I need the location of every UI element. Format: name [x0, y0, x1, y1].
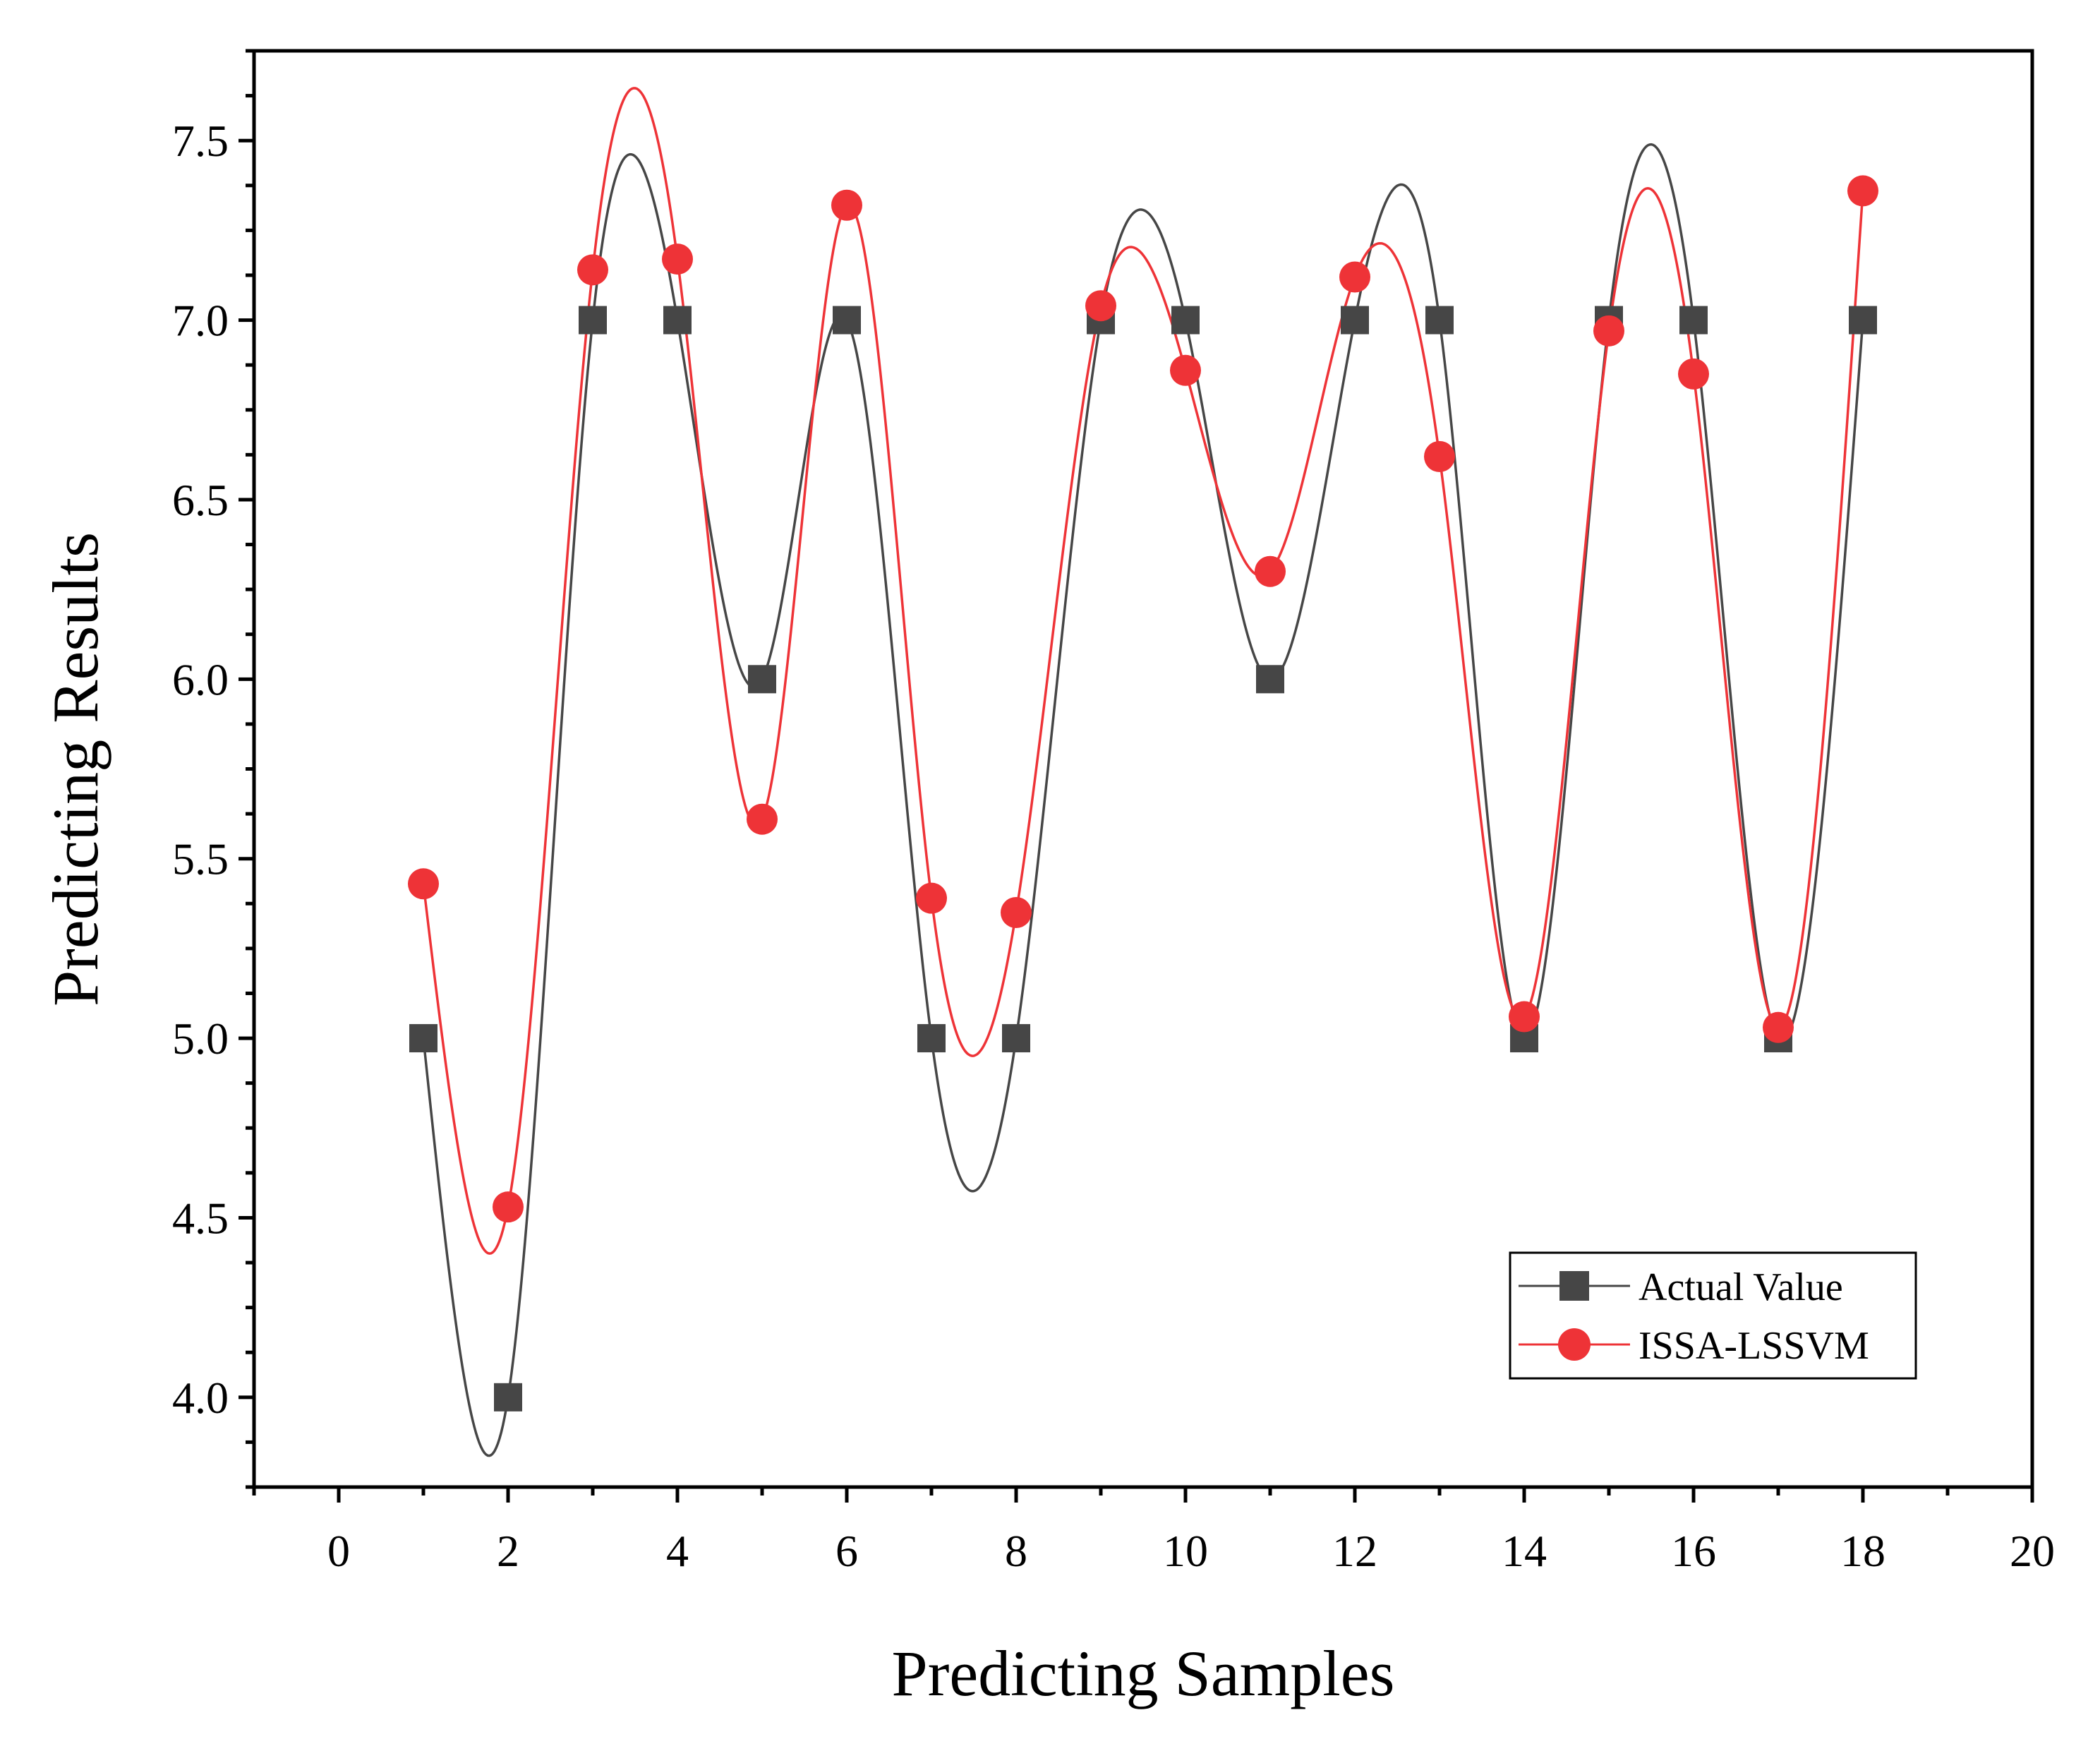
actual-value-point — [1256, 665, 1284, 694]
actual-value-point — [1425, 306, 1454, 335]
issa-lssvm-point — [1424, 440, 1455, 472]
x-axis-title: Predicting Samples — [892, 1637, 1395, 1709]
actual-value-point — [748, 665, 776, 694]
actual-value-point — [1341, 306, 1369, 335]
x-tick-label: 14 — [1502, 1526, 1547, 1576]
actual-value-point — [663, 306, 692, 335]
legend-issa-marker — [1558, 1328, 1591, 1361]
actual-value-point — [1171, 306, 1200, 335]
x-tick-label: 8 — [1005, 1526, 1027, 1576]
legend-actual-label: Actual Value — [1639, 1265, 1843, 1309]
y-tick-label: 6.0 — [172, 654, 229, 704]
actual-value-point — [1849, 306, 1877, 335]
x-tick-label: 10 — [1163, 1526, 1208, 1576]
issa-lssvm-point — [1593, 315, 1624, 347]
x-tick-label: 6 — [835, 1526, 858, 1576]
legend-actual-marker — [1559, 1271, 1589, 1301]
issa-lssvm-point — [1001, 897, 1032, 928]
actual-value-point — [579, 306, 607, 335]
x-tick-label: 2 — [497, 1526, 519, 1576]
x-tick-label: 12 — [1332, 1526, 1377, 1576]
series-line-issa-lssvm — [422, 87, 1864, 1255]
actual-value-point — [917, 1024, 946, 1053]
issa-lssvm-point — [577, 254, 608, 286]
issa-lssvm-point — [1509, 1001, 1540, 1033]
series-markers — [408, 175, 1878, 1412]
issa-lssvm-point — [493, 1191, 524, 1223]
actual-value-point — [833, 306, 861, 335]
issa-lssvm-point — [408, 868, 439, 900]
x-axis-ticks: 0 2 4 6 8 10 12 14 16 18 20 — [252, 1487, 2055, 1576]
y-tick-label: 4.5 — [172, 1193, 229, 1243]
legend: Actual Value ISSA-LSSVM — [1509, 1251, 1917, 1380]
y-tick-label: 7.0 — [172, 296, 229, 346]
series-lines — [422, 87, 1864, 1457]
y-axis-ticks: 4.0 4.5 5.0 5.5 6.0 6.5 7.0 7.5 — [172, 49, 254, 1489]
issa-lssvm-point — [1085, 290, 1116, 322]
x-tick-label: 0 — [327, 1526, 350, 1576]
issa-lssvm-point — [662, 243, 693, 275]
issa-lssvm-point — [831, 189, 862, 221]
y-tick-label: 6.5 — [172, 475, 229, 525]
issa-lssvm-point — [916, 882, 947, 914]
issa-lssvm-point — [1763, 1011, 1794, 1043]
issa-lssvm-point — [1678, 358, 1709, 390]
x-tick-label: 20 — [2010, 1526, 2055, 1576]
actual-value-point — [1002, 1024, 1030, 1053]
issa-lssvm-point — [747, 803, 778, 835]
x-tick-label: 4 — [666, 1526, 689, 1576]
issa-lssvm-point — [1255, 555, 1286, 587]
series-line-actual-value — [422, 143, 1864, 1457]
x-tick-label: 16 — [1671, 1526, 1716, 1576]
y-tick-label: 5.5 — [172, 834, 229, 884]
actual-value-point — [494, 1383, 522, 1412]
y-axis-title: Predicting Results — [40, 532, 111, 1006]
actual-value-point — [1679, 306, 1708, 335]
legend-issa-label: ISSA-LSSVM — [1639, 1324, 1869, 1368]
x-tick-label: 18 — [1840, 1526, 1885, 1576]
issa-lssvm-point — [1339, 261, 1370, 293]
issa-lssvm-point — [1170, 354, 1201, 386]
y-tick-label: 5.0 — [172, 1013, 229, 1064]
y-tick-label: 4.0 — [172, 1373, 229, 1423]
actual-value-point — [409, 1024, 438, 1053]
issa-lssvm-point — [1847, 175, 1878, 207]
y-tick-label: 7.5 — [172, 116, 229, 166]
